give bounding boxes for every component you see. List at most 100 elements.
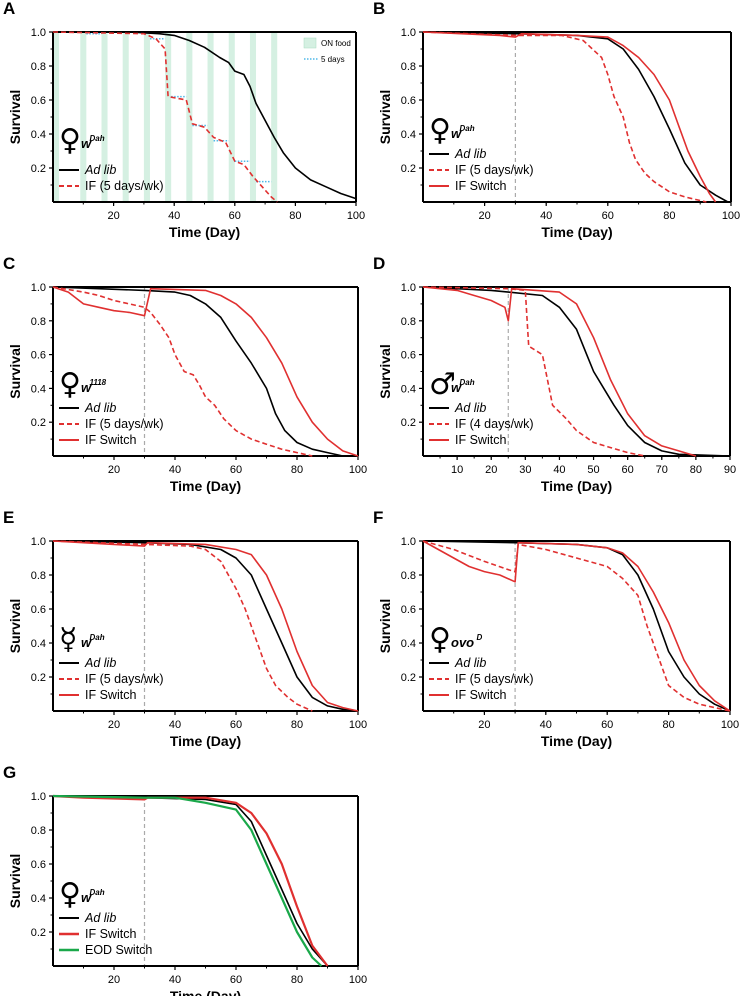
y-tick-label: 0.8 [401, 316, 416, 328]
panel-a: A 1.0 0.8 0.6 0.4 0.2 20 40 60 80 100 Time (Day) Sur… [3, 0, 365, 240]
x-axis-title: Time (Day) [170, 478, 241, 494]
y-tick-label: 0.2 [31, 672, 46, 684]
x-tick-label: 20 [108, 464, 120, 476]
on-food-band [165, 32, 172, 202]
y-axis-title: Survival [7, 90, 23, 144]
y-tick-label: 1.0 [31, 536, 46, 548]
legend-label: IF (5 days/wk) [85, 179, 164, 193]
y-tick-label: 0.6 [31, 95, 46, 107]
genotype-label: ovo [451, 635, 474, 650]
legend-label: IF (5 days/wk) [455, 163, 534, 177]
on-food-band [80, 32, 87, 202]
y-tick-label: 0.6 [401, 350, 416, 362]
x-tick-label: 60 [622, 464, 634, 476]
on-food-band [53, 32, 60, 202]
panel-g: G 1.0 0.8 0.6 0.4 0.2 20 40 60 80 100 Time (Day) Sur… [3, 763, 367, 996]
genotype-superscript: Dah [460, 378, 475, 387]
y-axis-title: Survival [377, 344, 393, 398]
on-food-band [228, 32, 235, 202]
on-food-band [186, 32, 193, 202]
genotype-label: w [81, 380, 92, 395]
sex-symbol-icon: ♀ [429, 622, 451, 657]
x-tick-label: 60 [602, 210, 614, 222]
y-tick-label: 0.6 [31, 604, 46, 616]
x-tick-label: 90 [724, 464, 736, 476]
y-tick-label: 1.0 [401, 536, 416, 548]
x-tick-label: 80 [662, 719, 674, 731]
y-tick-label: 0.4 [401, 383, 416, 395]
x-tick-label: 60 [230, 719, 242, 731]
x-axis-title: Time (Day) [541, 224, 612, 240]
y-tick-label: 0.2 [31, 417, 46, 429]
series-line-if-switch [52, 794, 329, 967]
legend-label: IF Switch [455, 688, 506, 702]
legend-label: Ad lib [84, 401, 116, 415]
genotype-superscript: Dah [90, 633, 105, 642]
y-tick-label: 0.6 [31, 350, 46, 362]
legend-label: Ad lib [454, 656, 486, 670]
series-line-ad-lib [53, 31, 357, 200]
sex-symbol-icon: ☿ [59, 622, 77, 657]
x-axis-title: Time (Day) [170, 733, 241, 749]
panel-letter: A [3, 0, 15, 18]
x-axis-title: Time (Day) [541, 733, 612, 749]
legend-label: EOD Switch [85, 943, 152, 957]
y-tick-label: 0.8 [31, 61, 46, 73]
legend-label: IF Switch [85, 433, 136, 447]
x-tick-label: 10 [451, 464, 463, 476]
sex-symbol-icon: ♀ [59, 367, 81, 402]
y-tick-label: 0.4 [401, 638, 416, 650]
panel-letter: F [373, 508, 383, 527]
series-line-if-switch [52, 540, 359, 712]
on-food-band [122, 32, 129, 202]
series-line-if-5-days-wk- [52, 31, 278, 203]
series-line-if-switch [422, 286, 697, 457]
y-tick-label: 0.8 [31, 316, 46, 328]
series-line-ad-lib [52, 286, 343, 457]
y-axis-title: Survival [377, 90, 393, 144]
genotype-superscript: Dah [90, 888, 105, 897]
on-food-band [101, 32, 108, 202]
panel-b: B 1.0 0.8 0.6 0.4 0.2 20 40 60 80 100 Time (Day) Sur… [373, 0, 740, 240]
genotype-label: w [451, 126, 462, 141]
panel-letter: B [373, 0, 385, 18]
series-line-ad-lib [422, 286, 731, 457]
x-tick-label: 80 [289, 210, 301, 222]
y-tick-label: 0.2 [401, 672, 416, 684]
legend-label: Ad lib [454, 401, 486, 415]
x-axis-title: Time (Day) [170, 988, 241, 996]
series-line-if-switch [422, 540, 731, 712]
panel-e: E 1.0 0.8 0.6 0.4 0.2 20 40 60 80 100 Time (Day) Sur… [3, 508, 367, 749]
genotype-superscript: D [477, 633, 483, 642]
y-tick-label: 1.0 [31, 282, 46, 294]
panel-f: F 1.0 0.8 0.6 0.4 0.2 20 40 60 80 100 Time (Day) Sur… [373, 508, 739, 749]
sex-symbol-icon: ♀ [59, 123, 81, 158]
x-tick-label: 40 [168, 210, 180, 222]
legend-label: Ad lib [84, 656, 116, 670]
x-tick-label: 40 [540, 719, 552, 731]
legend-label: IF Switch [455, 433, 506, 447]
x-tick-label: 20 [485, 464, 497, 476]
x-tick-label: 100 [349, 719, 367, 731]
x-tick-label: 80 [291, 974, 303, 986]
y-tick-label: 0.4 [401, 129, 416, 141]
x-tick-label: 100 [347, 210, 365, 222]
y-tick-label: 1.0 [31, 27, 46, 39]
extra-legend-label: ON food [321, 39, 351, 48]
legend-label: IF (5 days/wk) [85, 417, 164, 431]
on-food-band [207, 32, 214, 202]
y-tick-label: 0.2 [31, 927, 46, 939]
y-axis-title: Survival [7, 599, 23, 653]
panel-letter: E [3, 508, 14, 527]
x-tick-label: 60 [229, 210, 241, 222]
x-tick-label: 100 [349, 464, 367, 476]
series-line-eod-switch [52, 794, 323, 967]
genotype-superscript: Dah [90, 134, 105, 143]
series-line-if-switch [52, 286, 359, 457]
y-tick-label: 0.8 [401, 61, 416, 73]
x-tick-label: 40 [169, 974, 181, 986]
genotype-label: w [81, 890, 92, 905]
x-tick-label: 50 [587, 464, 599, 476]
x-tick-label: 20 [478, 719, 490, 731]
x-tick-label: 80 [291, 719, 303, 731]
